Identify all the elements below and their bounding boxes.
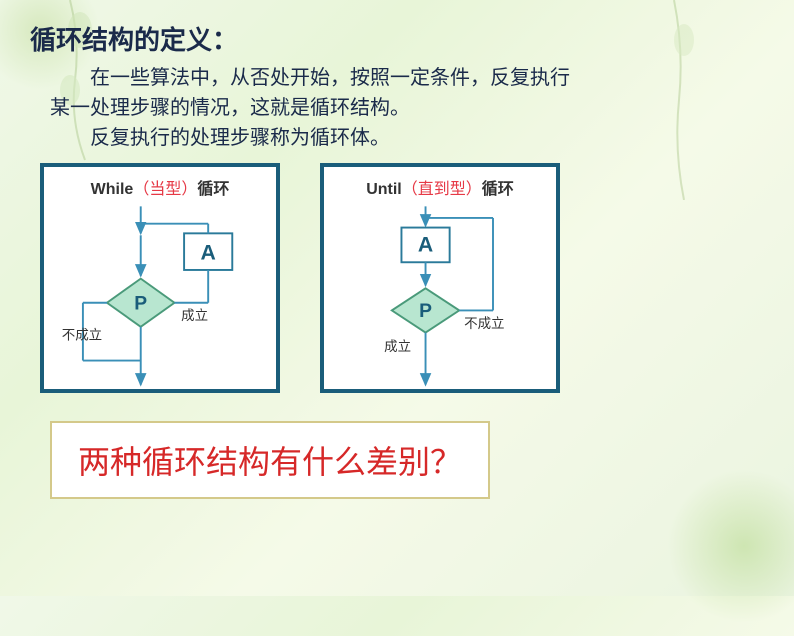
while-true-label: 成立 [181, 308, 208, 323]
while-box-a: A [201, 241, 216, 264]
until-diamond-p: P [419, 301, 432, 322]
while-title-cn: （当型） [133, 181, 197, 198]
while-title-suffix: 循环 [197, 181, 229, 198]
question-text: 两种循环结构有什么差别？ [78, 437, 462, 483]
while-loop-diagram: While（当型）循环 A P [40, 163, 280, 393]
diagrams-container: While（当型）循环 A P [40, 163, 764, 393]
while-title-en: While [91, 181, 134, 198]
until-title-suffix: 循环 [482, 181, 514, 198]
until-false-label: 不成立 [464, 316, 504, 331]
until-title: Until（直到型）循环 [334, 175, 546, 199]
question-box: 两种循环结构有什么差别？ [50, 421, 490, 499]
until-title-en: Until [366, 181, 402, 198]
while-false-label: 不成立 [62, 327, 102, 342]
definition-text: 在一些算法中，从否处开始，按照一定条件，反复执行 某一处理步骤的情况，这就是循环… [50, 63, 764, 153]
definition-line: 某一处理步骤的情况，这就是循环结构。 [50, 93, 764, 123]
page-title: 循环结构的定义： [30, 20, 764, 57]
while-flowchart: A P 成立 [54, 203, 266, 388]
definition-line: 在一些算法中，从否处开始，按照一定条件，反复执行 [50, 63, 764, 93]
until-loop-diagram: Until（直到型）循环 A P [320, 163, 560, 393]
while-diamond-p: P [134, 293, 147, 314]
until-box-a: A [418, 234, 433, 257]
definition-line: 反复执行的处理步骤称为循环体。 [50, 123, 764, 153]
until-true-label: 成立 [384, 339, 411, 354]
until-flowchart: A P 不成立 成立 [334, 203, 546, 388]
until-title-cn: （直到型） [402, 181, 482, 198]
while-title: While（当型）循环 [54, 175, 266, 199]
main-content: 循环结构的定义： 在一些算法中，从否处开始，按照一定条件，反复执行 某一处理步骤… [0, 0, 794, 519]
